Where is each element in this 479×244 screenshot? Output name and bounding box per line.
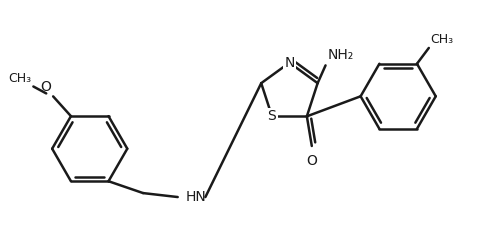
Text: O: O <box>307 154 317 168</box>
Text: N: N <box>284 56 295 70</box>
Text: O: O <box>40 81 51 94</box>
Text: S: S <box>268 109 276 123</box>
Text: NH₂: NH₂ <box>328 48 354 62</box>
Text: CH₃: CH₃ <box>8 71 32 84</box>
Text: CH₃: CH₃ <box>430 33 453 46</box>
Text: HN: HN <box>186 190 206 204</box>
